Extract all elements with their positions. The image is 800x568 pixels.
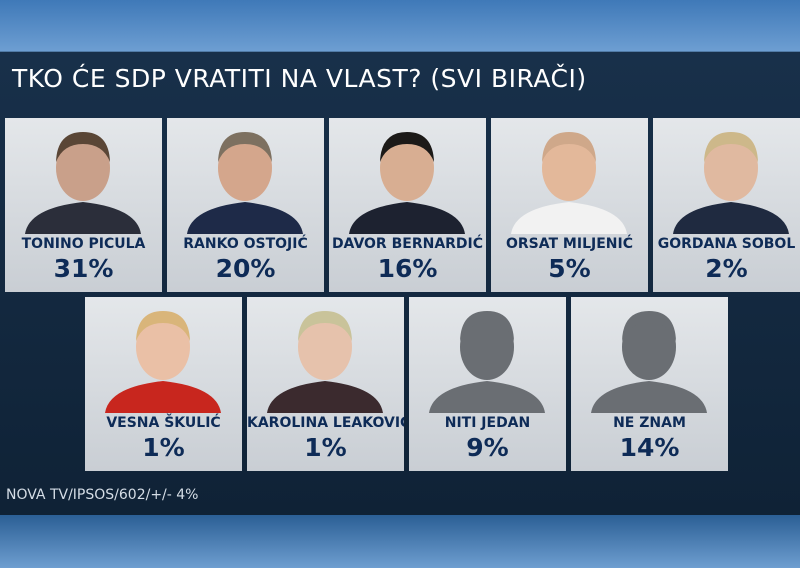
candidate-percent: 5% [548, 254, 591, 283]
card: VESNA ŠKULIĆ 1% [85, 297, 242, 471]
candidate-name: KAROLINA LEAKOVIĆ [247, 415, 404, 431]
candidate-percent: 9% [466, 433, 509, 462]
portrait [25, 132, 141, 234]
portrait [429, 311, 545, 413]
card: TONINO PICULA 31% [5, 118, 162, 292]
portrait [673, 132, 789, 234]
card: RANKO OSTOJIĆ 20% [167, 118, 324, 292]
source: NOVA TV/IPSOS/602/+/- 4% [6, 487, 199, 503]
portrait [187, 132, 303, 234]
card: NITI JEDAN 9% [409, 297, 566, 471]
portrait [349, 132, 465, 234]
candidate-percent: 31% [53, 254, 114, 283]
candidate-percent: 1% [304, 433, 347, 462]
candidate-name: VESNA ŠKULIĆ [106, 415, 221, 431]
card: KAROLINA LEAKOVIĆ 1% [247, 297, 404, 471]
card: NE ZNAM 14% [571, 297, 728, 471]
portrait [105, 311, 221, 413]
bottom-band [0, 515, 800, 568]
candidate-percent: 1% [142, 433, 185, 462]
candidate-percent: 16% [377, 254, 438, 283]
card: ORSAT MILJENIĆ 5% [491, 118, 648, 292]
candidate-name: DAVOR BERNARDIĆ [331, 236, 484, 252]
candidate-name: NITI JEDAN [444, 415, 531, 431]
card: GORDANA SOBOL 2% [653, 118, 800, 292]
candidate-percent: 14% [619, 433, 680, 462]
title: TKO ĆE SDP VRATITI NA VLAST? (SVI BIRAČI… [12, 64, 587, 93]
card: DAVOR BERNARDIĆ 16% [329, 118, 486, 292]
candidate-name: TONINO PICULA [21, 236, 146, 252]
candidate-name: ORSAT MILJENIĆ [506, 236, 633, 252]
candidate-name: GORDANA SOBOL [657, 236, 796, 252]
candidate-name: NE ZNAM [613, 415, 686, 431]
candidate-percent: 20% [215, 254, 276, 283]
portrait [511, 132, 627, 234]
portrait [591, 311, 707, 413]
candidate-percent: 2% [705, 254, 748, 283]
candidate-name: RANKO OSTOJIĆ [183, 236, 308, 252]
portrait [267, 311, 383, 413]
